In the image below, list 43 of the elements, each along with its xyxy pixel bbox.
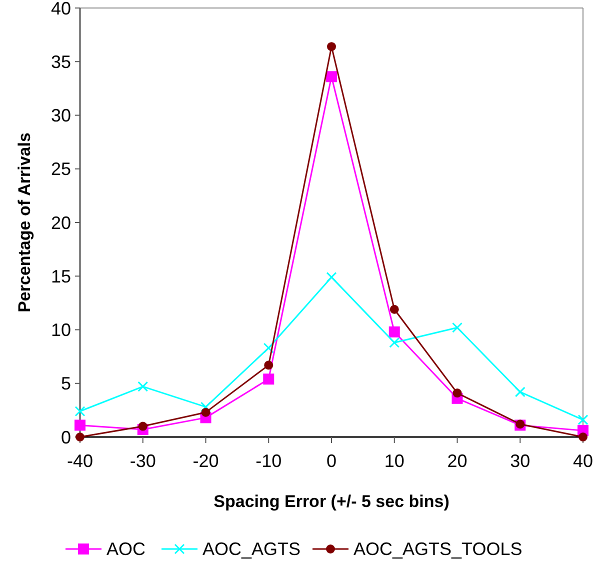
y-tick-label: 10 [50, 320, 71, 340]
x-tick-label: 10 [384, 451, 404, 471]
point [74, 406, 86, 417]
legend-label: AOC [106, 539, 146, 559]
y-tick-label: 5 [60, 374, 71, 394]
x-tick-label: 30 [510, 451, 530, 471]
point [138, 381, 148, 392]
x-tick-label: 20 [447, 451, 468, 471]
point [263, 374, 274, 385]
y-tick-label: 0 [60, 427, 71, 448]
x-tick-label: 0 [326, 451, 337, 471]
point [514, 386, 526, 398]
point [138, 422, 148, 431]
x-tick-label: -10 [256, 451, 282, 471]
x-tick-label: -40 [66, 451, 94, 471]
point [389, 337, 400, 348]
x-axis-title: Spacing Error (+/- 5 sec bins) [214, 492, 450, 511]
point [578, 432, 588, 442]
point [200, 402, 211, 412]
point [326, 71, 337, 82]
point [263, 342, 274, 354]
point [264, 360, 274, 370]
point [327, 42, 336, 52]
x-tick-label: 40 [572, 451, 594, 471]
y-tick-label: 15 [50, 266, 71, 286]
point [326, 272, 337, 282]
y-tick-label: 20 [50, 212, 71, 233]
point [452, 322, 462, 333]
y-tick-label: 25 [50, 159, 71, 180]
y-tick-label: 30 [50, 106, 71, 126]
point [388, 326, 400, 338]
y-tick-label: 40 [50, 0, 71, 18]
legend-label: AOC_AGTS_TOOLS [354, 539, 522, 559]
point [578, 414, 588, 426]
point [390, 304, 399, 314]
y-axis-title: Percentage of Arrivals [15, 132, 34, 312]
legend-label: AOC_AGTS [202, 539, 301, 559]
x-tick-label: -30 [130, 451, 156, 471]
x-tick-label: -20 [192, 451, 219, 471]
point [74, 420, 86, 431]
y-tick-label: 35 [50, 52, 71, 72]
point [201, 408, 210, 417]
point [452, 388, 462, 398]
